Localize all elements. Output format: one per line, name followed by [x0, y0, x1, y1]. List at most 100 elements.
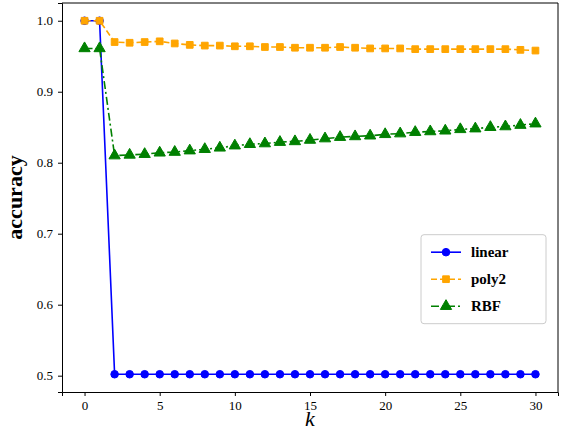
series-marker	[96, 17, 104, 25]
series-marker	[455, 123, 466, 133]
series-line	[85, 21, 536, 51]
series-marker	[334, 131, 345, 141]
series-marker	[502, 46, 509, 53]
series-marker	[262, 44, 269, 51]
series-marker	[111, 370, 119, 378]
tick-label: 0	[82, 398, 89, 413]
series-marker	[214, 141, 225, 151]
series-marker	[244, 138, 255, 148]
series-marker	[304, 133, 315, 143]
legend-marker	[440, 300, 451, 310]
series-marker	[337, 44, 344, 51]
series-marker	[261, 370, 269, 378]
series-marker	[154, 146, 165, 156]
series-marker	[397, 45, 404, 52]
tick-mark	[58, 234, 62, 235]
frame	[558, 3, 559, 392]
tick-label: 0.8	[37, 155, 53, 170]
tick-mark	[58, 21, 62, 22]
series-marker	[427, 46, 434, 53]
series-marker	[156, 370, 164, 378]
legend-marker	[442, 248, 450, 256]
series-marker	[367, 45, 374, 52]
tick-label: 0.7	[37, 226, 54, 241]
series-marker	[186, 370, 194, 378]
series-marker	[517, 370, 525, 378]
tick: 0.6	[37, 297, 62, 312]
tick-label: 25	[454, 398, 467, 413]
series-marker	[184, 144, 195, 154]
series-marker	[532, 370, 540, 378]
series-marker	[366, 370, 374, 378]
tick-mark	[58, 376, 62, 377]
series-marker	[141, 370, 149, 378]
series-marker	[231, 370, 239, 378]
series-marker	[229, 139, 240, 149]
series-marker	[79, 42, 90, 52]
series-marker	[487, 370, 495, 378]
series-marker	[259, 137, 270, 147]
series-marker	[457, 46, 464, 53]
series-marker	[487, 46, 494, 53]
series-marker	[109, 149, 120, 159]
series-marker	[291, 370, 299, 378]
series-marker	[515, 119, 526, 129]
legend-item: linear	[431, 244, 509, 260]
legend: linear poly2 RBF	[421, 235, 546, 324]
tick-mark	[58, 92, 62, 93]
tick-mark	[58, 305, 62, 306]
series-marker	[530, 117, 541, 127]
series-marker	[442, 46, 449, 53]
legend-item: poly2	[431, 271, 506, 287]
tick-mark	[535, 392, 536, 396]
tick: 5	[157, 392, 164, 413]
legend-marker	[443, 276, 450, 283]
series-marker	[96, 17, 103, 24]
series-marker	[382, 45, 389, 52]
axis-line	[63, 393, 559, 397]
series-marker	[485, 121, 496, 131]
tick: 25	[454, 392, 467, 413]
legend-label: linear	[471, 244, 509, 260]
series-marker	[319, 132, 330, 142]
series-marker	[457, 370, 465, 378]
series-marker	[247, 43, 254, 50]
series-marker	[472, 370, 480, 378]
tick-mark	[235, 392, 236, 396]
series-line	[85, 48, 536, 155]
tick-label: 0.9	[37, 84, 53, 99]
legend-label: RBF	[471, 298, 501, 314]
series-marker	[472, 46, 479, 53]
series-marker	[351, 370, 359, 378]
tick-label: 30	[529, 398, 542, 413]
tick: 0	[82, 392, 89, 413]
series-marker	[124, 148, 135, 158]
axis-line	[58, 4, 63, 393]
series-marker	[231, 43, 238, 50]
series-marker	[126, 39, 133, 46]
legend-label: poly2	[471, 271, 506, 287]
tick: 20	[379, 392, 392, 413]
tick-label: 0.5	[37, 368, 53, 383]
tick-mark	[58, 163, 62, 164]
tick-mark	[310, 392, 311, 396]
tick-label: 0.6	[37, 297, 54, 312]
series-marker	[276, 370, 284, 378]
chart: 0510152025300.50.60.70.80.91.0linearpoly…	[0, 0, 568, 430]
series-marker	[274, 136, 285, 146]
series-marker	[336, 370, 344, 378]
series-marker	[126, 370, 134, 378]
series-marker	[441, 370, 449, 378]
y-axis-title: accuracy	[2, 155, 27, 239]
series-marker	[289, 135, 300, 145]
series-marker	[201, 42, 208, 49]
series-marker	[171, 370, 179, 378]
series-marker	[306, 370, 314, 378]
series-marker	[199, 143, 210, 153]
series-marker	[395, 127, 406, 137]
tick: 0.7	[37, 226, 62, 241]
series-marker	[440, 124, 451, 134]
tick: 10	[229, 392, 242, 413]
tick-label: 5	[157, 398, 164, 413]
series-marker	[396, 370, 404, 378]
